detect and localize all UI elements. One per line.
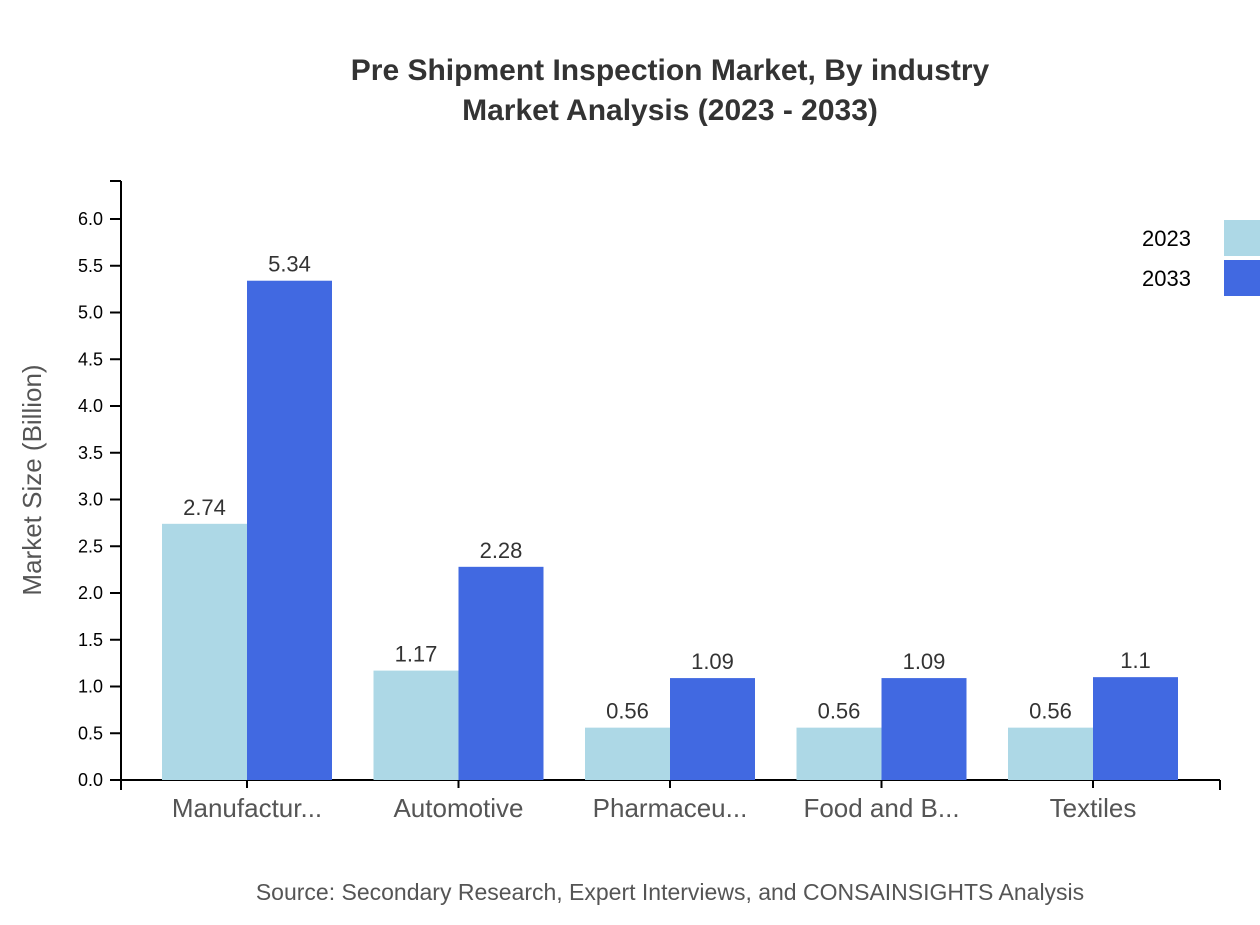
x-axis: Manufactur... Automotive Pharmaceu... Food …: [120, 779, 1221, 823]
bar-2023: [585, 727, 670, 780]
bar-2023: [1008, 727, 1093, 780]
y-tick-label: 3.0: [78, 490, 103, 510]
x-tick-label: Food and B...: [803, 793, 959, 823]
data-label: 0.56: [818, 699, 861, 724]
chart-title: Pre Shipment Inspection Market, By indus…: [351, 54, 990, 87]
bar-2023: [373, 670, 459, 780]
data-label: 1.17: [395, 642, 438, 667]
data-label: 0.56: [1029, 699, 1072, 724]
legend-label: 2033: [1142, 266, 1191, 291]
y-tick-label: 1.0: [78, 677, 103, 697]
x-tick-label: Pharmaceu...: [593, 793, 748, 823]
y-tick-label: 5.0: [78, 303, 103, 323]
x-tick-label: Manufactur...: [172, 793, 322, 823]
y-tick-label: 4.5: [78, 349, 103, 369]
y-tick-label: 2.5: [78, 536, 103, 556]
x-tick-label: Automotive: [393, 793, 523, 823]
y-tick-label: 0.0: [78, 770, 103, 790]
data-label: 2.74: [183, 495, 226, 520]
bars: 2.74 5.34 1.17 2.28 0.56 1.09 0.56 1.09 0.56 1.1: [162, 252, 1178, 780]
data-label: 1.09: [691, 649, 734, 674]
y-tick-label: 5.5: [78, 256, 103, 276]
y-tick-label: 4.0: [78, 396, 103, 416]
x-tick-label: Textiles: [1050, 793, 1137, 823]
data-label: 1.09: [903, 649, 946, 674]
legend: 2023 2033: [1142, 220, 1260, 296]
y-axis: 0.0 0.5 1.0 1.5 2.0 2.5 3.0 3.5 4.0 4.5 5.0 5.5 6.0: [78, 180, 122, 790]
data-label: 2.28: [480, 538, 523, 563]
y-tick-label: 0.5: [78, 723, 103, 743]
data-label: 0.56: [606, 699, 649, 724]
source-note: Source: Secondary Research, Expert Inter…: [256, 879, 1084, 905]
bar-2023: [796, 727, 882, 780]
bar-2023: [162, 523, 247, 780]
data-label: 1.1: [1120, 648, 1151, 673]
y-tick-label: 3.5: [78, 443, 103, 463]
bar-2033: [247, 280, 332, 780]
bar-2033: [670, 678, 755, 780]
legend-label: 2023: [1142, 226, 1191, 251]
bar-2033: [881, 678, 967, 780]
y-tick-label: 1.5: [78, 630, 103, 650]
bar-2033: [458, 566, 544, 780]
legend-swatch: [1224, 220, 1260, 256]
y-tick-label: 2.0: [78, 583, 103, 603]
bar-2033: [1093, 677, 1178, 780]
legend-swatch: [1224, 260, 1260, 296]
y-tick-label: 6.0: [78, 209, 103, 229]
data-label: 5.34: [268, 252, 311, 277]
y-axis-label: Market Size (Billion): [17, 364, 47, 595]
chart-subtitle: Market Analysis (2023 - 2033): [462, 94, 878, 127]
